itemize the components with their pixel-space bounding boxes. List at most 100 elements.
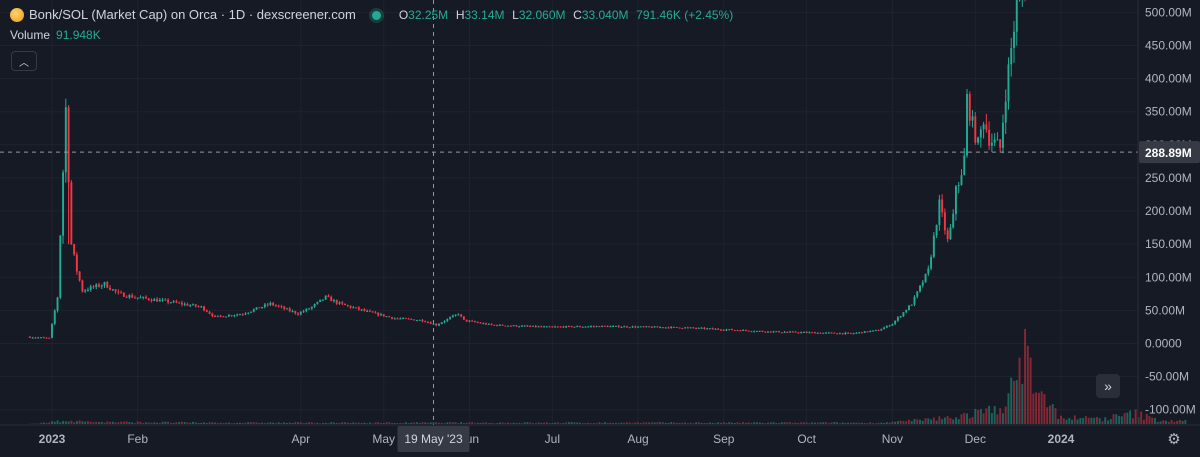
volume-bar	[703, 422, 706, 424]
candle-body	[540, 326, 543, 328]
market-open-status-icon[interactable]	[371, 10, 381, 20]
volume-bar	[902, 421, 905, 424]
candle-body	[551, 326, 554, 328]
volume-bar	[791, 423, 794, 424]
candle-body	[883, 327, 886, 330]
volume-bar	[1010, 377, 1013, 424]
candle-body	[595, 326, 598, 328]
volume-bar	[1173, 421, 1176, 424]
volume-bar	[111, 421, 114, 424]
candle-body	[769, 331, 772, 333]
candle-body	[620, 326, 623, 328]
volume-bar	[858, 422, 861, 424]
volume-bar	[415, 422, 418, 424]
candle-body	[913, 296, 916, 305]
volume-bar	[1140, 411, 1143, 424]
volume-bar	[562, 423, 565, 424]
volume-bar	[800, 422, 803, 424]
price-tick-label: 50.00M	[1145, 303, 1185, 317]
volume-bar	[996, 414, 999, 424]
candle-body	[175, 301, 178, 303]
candle-body	[686, 327, 689, 329]
crosshair	[0, 0, 1138, 425]
candle-body	[31, 337, 34, 339]
candle-body	[899, 316, 902, 318]
volume-bar	[512, 422, 515, 424]
volume-bar	[178, 422, 181, 424]
candle-body	[960, 175, 963, 185]
candle-body	[272, 302, 275, 306]
volume-bar	[1079, 418, 1082, 424]
volume-bar	[661, 422, 664, 424]
candle-body	[156, 299, 159, 302]
collapse-legend-button[interactable]: ︿	[11, 51, 37, 71]
crosshair-price-label-box	[1139, 141, 1200, 164]
candle-body	[592, 326, 595, 328]
candle-body	[778, 331, 781, 333]
volume-bar	[1040, 391, 1043, 424]
volume-bar	[977, 410, 980, 424]
volume-bar	[543, 422, 546, 424]
volume-bar	[838, 423, 841, 424]
candle-body	[501, 324, 504, 326]
volume-bar	[247, 422, 250, 424]
candle-body	[977, 137, 980, 143]
volume-bar	[62, 420, 65, 424]
volume-bar	[924, 418, 927, 424]
volume-bar	[131, 422, 134, 424]
candle-body	[205, 310, 208, 312]
candle-body	[1015, 0, 1018, 32]
volume-bar	[186, 422, 189, 424]
open-key: O	[398, 8, 409, 22]
scroll-to-realtime-button[interactable]: »	[1096, 374, 1120, 398]
volume-bar	[1013, 380, 1015, 424]
candle-body	[490, 323, 493, 325]
volume-bar	[999, 408, 1002, 424]
candle-body	[667, 327, 670, 329]
volume-bar	[440, 422, 443, 424]
volume-bar	[1109, 419, 1112, 424]
volume-bar	[678, 422, 681, 424]
volume-bar	[1129, 410, 1132, 424]
volume-bar	[308, 422, 311, 424]
volume-bar	[692, 423, 695, 424]
candle-body	[695, 327, 698, 329]
candle-body	[352, 307, 355, 309]
candle-body	[612, 326, 615, 328]
volume-bar	[37, 423, 40, 424]
candle-body	[89, 286, 92, 291]
volume-bar	[606, 422, 609, 424]
volume-bar	[363, 422, 366, 424]
volume-bar	[808, 423, 811, 424]
candle-body	[321, 299, 324, 301]
volume-bar	[51, 421, 53, 424]
volume-bar	[584, 422, 587, 424]
candle-body	[404, 318, 407, 320]
candle-body	[808, 332, 811, 334]
volume-bar	[769, 422, 772, 424]
candle-body	[996, 139, 999, 141]
volume-bar	[872, 423, 874, 424]
time-axis[interactable]: 2023FebAprMayJunJulAugSepOctNovDec2024	[39, 432, 1075, 446]
candle-body	[250, 311, 253, 313]
candle-body	[438, 323, 440, 326]
candle-body	[941, 199, 944, 213]
volume-bar	[92, 422, 95, 424]
candle-body	[252, 309, 255, 312]
volume-bar	[736, 422, 739, 424]
chart-settings-button[interactable]: ⚙	[1166, 432, 1182, 448]
volume-bar	[880, 422, 883, 424]
volume-bar	[360, 423, 363, 424]
volume-bar	[637, 422, 640, 424]
candle-body	[136, 297, 139, 299]
candle-body	[747, 330, 750, 332]
volume-bar	[866, 423, 869, 424]
volume-bar	[1131, 418, 1134, 424]
candle-body	[656, 326, 659, 328]
candle-body	[164, 299, 167, 301]
candle-body	[402, 318, 405, 320]
candle-body	[507, 325, 510, 327]
volume-bar	[963, 412, 966, 424]
time-tick-label: Apr	[291, 432, 310, 446]
